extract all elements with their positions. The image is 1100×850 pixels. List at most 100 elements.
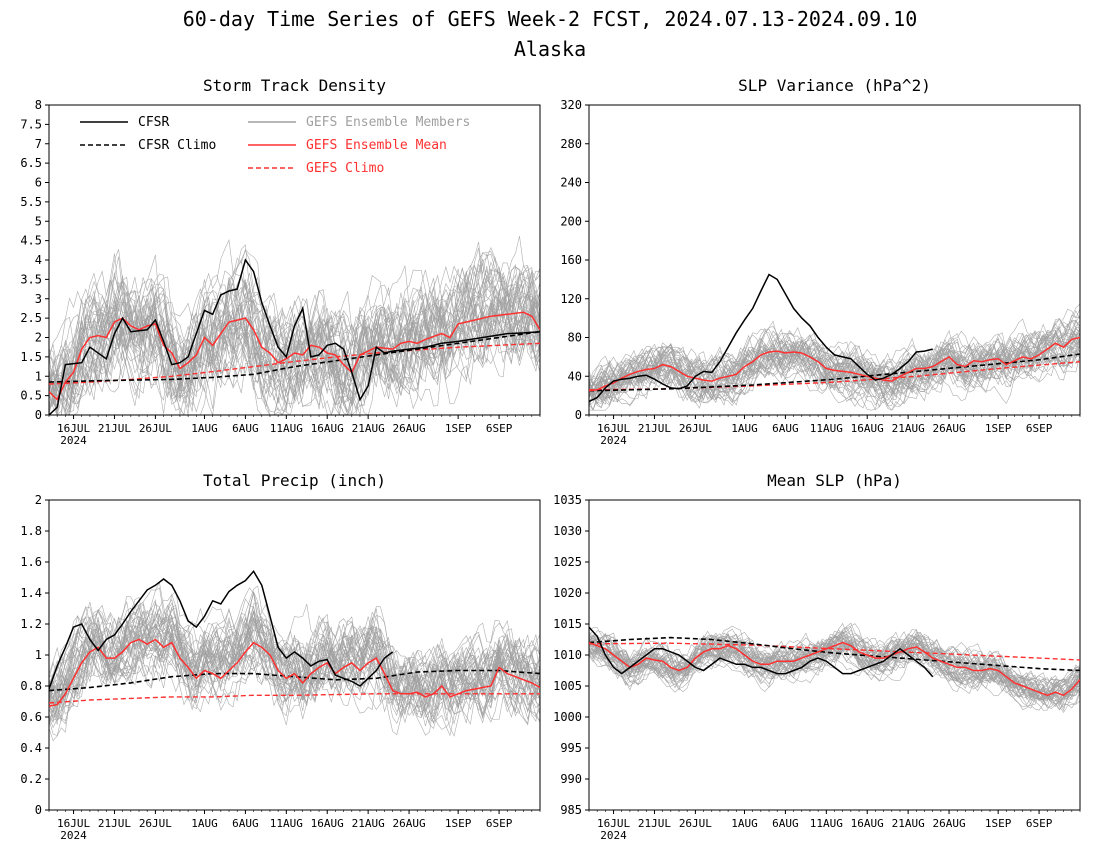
x-tick-label: 11AUG [810,817,843,830]
x-tick-label: 1SEP [445,817,472,830]
cfsr-line [49,258,540,415]
y-tick-label: 4.5 [20,234,42,248]
legend: CFSR CFSR Climo GEFS Ensemble Members GEFS … [80,115,470,176]
x-tick-label: 11AUG [810,422,843,435]
panel-title: SLP Variance (hPa^2) [738,76,931,95]
y-tick-label: 0.4 [20,741,42,755]
x-tick-label: 16JUL [57,422,90,435]
figure-subtitle: Alaska [514,37,586,61]
x-tick-label: 6SEP [1026,817,1053,830]
panel-1: Storm Track Density 0 0.5 1 1.5 2 2.5 3 3.5 4 4.5 5… [20,76,541,447]
x-tick-label: 11AUG [270,422,303,435]
ensemble-member-line [49,278,540,407]
x-tick-label: 1SEP [985,817,1012,830]
ensemble-member-line [589,315,1080,406]
panel-title: Mean SLP (hPa) [767,471,902,490]
y-tick-label: 1010 [553,648,582,662]
cfsr-line [49,570,394,690]
x-tick-label: 26AUG [933,422,966,435]
ensemble-member-line [49,587,540,723]
y-tick-label: 1035 [553,493,582,507]
y-tick-label: 1.8 [20,524,42,538]
x-tick-label: 26AUG [933,817,966,830]
x-tick-label: 26JUL [139,422,172,435]
ensemble-member-line [589,334,1080,411]
legend-climo-label: GEFS Climo [306,161,384,176]
cfsr-line [589,626,934,678]
legend-members-label: GEFS Ensemble Members [306,115,470,130]
ensemble-member-line [49,618,540,710]
panels: Storm Track Density 0 0.5 1 1.5 2 2.5 3 3.5 4 4.5 5… [20,76,1081,842]
gefs-mean-line [589,641,1080,697]
series-lines [589,626,1080,697]
ensemble-member-line [589,626,1080,705]
ensemble-member-line [49,273,540,415]
ensemble-member-line [49,611,540,737]
y-tick-label: 0.2 [20,772,42,786]
y-tick-label: 2 [35,493,42,507]
cfsr-line [589,273,933,403]
x-tick-label: 21AUG [352,817,385,830]
ensemble-member-line [49,268,540,403]
y-tick-label: 200 [560,214,582,228]
y-tick-label: 0.5 [20,389,42,403]
x-tick-label: 26AUG [393,817,426,830]
x-tick-label: 21JUL [638,422,671,435]
y-tick-label: 0.8 [20,679,42,693]
cfsr-climo-line [589,636,1080,672]
x-tick-label: 1AUG [191,817,218,830]
panel-title: Total Precip (inch) [203,471,386,490]
y-tick-label: 80 [568,331,582,345]
ensemble-member-line [589,631,1080,709]
y-tick-label: 5.5 [20,195,42,209]
x-year-label: 2024 [600,434,627,447]
ensemble-member-line [589,623,1080,706]
y-tick-label: 8 [35,98,42,112]
x-tick-label: 16JUL [597,817,630,830]
ensemble-member-line [589,323,1080,405]
y-tick-label: 1015 [553,617,582,631]
y-tick-label: 7 [35,137,42,151]
ensemble-member-line [589,319,1080,411]
ensemble-member-line [589,321,1080,404]
figure-title: 60-day Time Series of GEFS Week-2 FCST, … [183,7,918,31]
y-tick-label: 120 [560,292,582,306]
y-tick-label: 0.6 [20,710,42,724]
y-tick-label: 2 [35,331,42,345]
x-tick-label: 6SEP [1026,422,1053,435]
x-tick-label: 1SEP [985,422,1012,435]
cfsr-climo-line [49,330,540,383]
series-lines [49,570,540,707]
x-tick-label: 21JUL [638,817,671,830]
x-tick-label: 26JUL [679,422,712,435]
ensemble-member-line [589,634,1080,711]
y-tick-label: 0 [575,408,582,422]
gefs-mean-line [589,336,1080,392]
ensemble-member-line [49,616,540,718]
ensemble-member-line [49,274,540,415]
y-tick-label: 280 [560,137,582,151]
x-tick-label: 21AUG [892,817,925,830]
ensemble-member-line [49,295,540,413]
ensemble-members [589,303,1080,411]
ensemble-member-line [589,314,1080,405]
cfsr-climo-line [49,669,540,692]
y-tick-label: 40 [568,369,582,383]
y-tick-label: 0 [35,408,42,422]
ensemble-member-line [49,606,540,737]
legend-mean-label: GEFS Ensemble Mean [306,138,447,153]
x-tick-label: 6SEP [486,817,513,830]
gefs-climo-line [49,693,540,704]
series-lines [589,273,1080,403]
y-tick-label: 6.5 [20,156,42,170]
ensemble-member-line [49,610,540,726]
panel-4: Mean SLP (hPa) 985 990 995 1000 1005 1010 1015 1… [553,471,1081,842]
y-tick-label: 1.2 [20,617,42,631]
y-tick-label: 990 [560,772,582,786]
ensemble-member-line [589,635,1080,711]
x-tick-label: 11AUG [270,817,303,830]
x-year-label: 2024 [60,434,87,447]
ensemble-member-line [589,331,1080,411]
cfsr-climo-line [589,353,1080,392]
x-tick-label: 6AUG [232,817,259,830]
